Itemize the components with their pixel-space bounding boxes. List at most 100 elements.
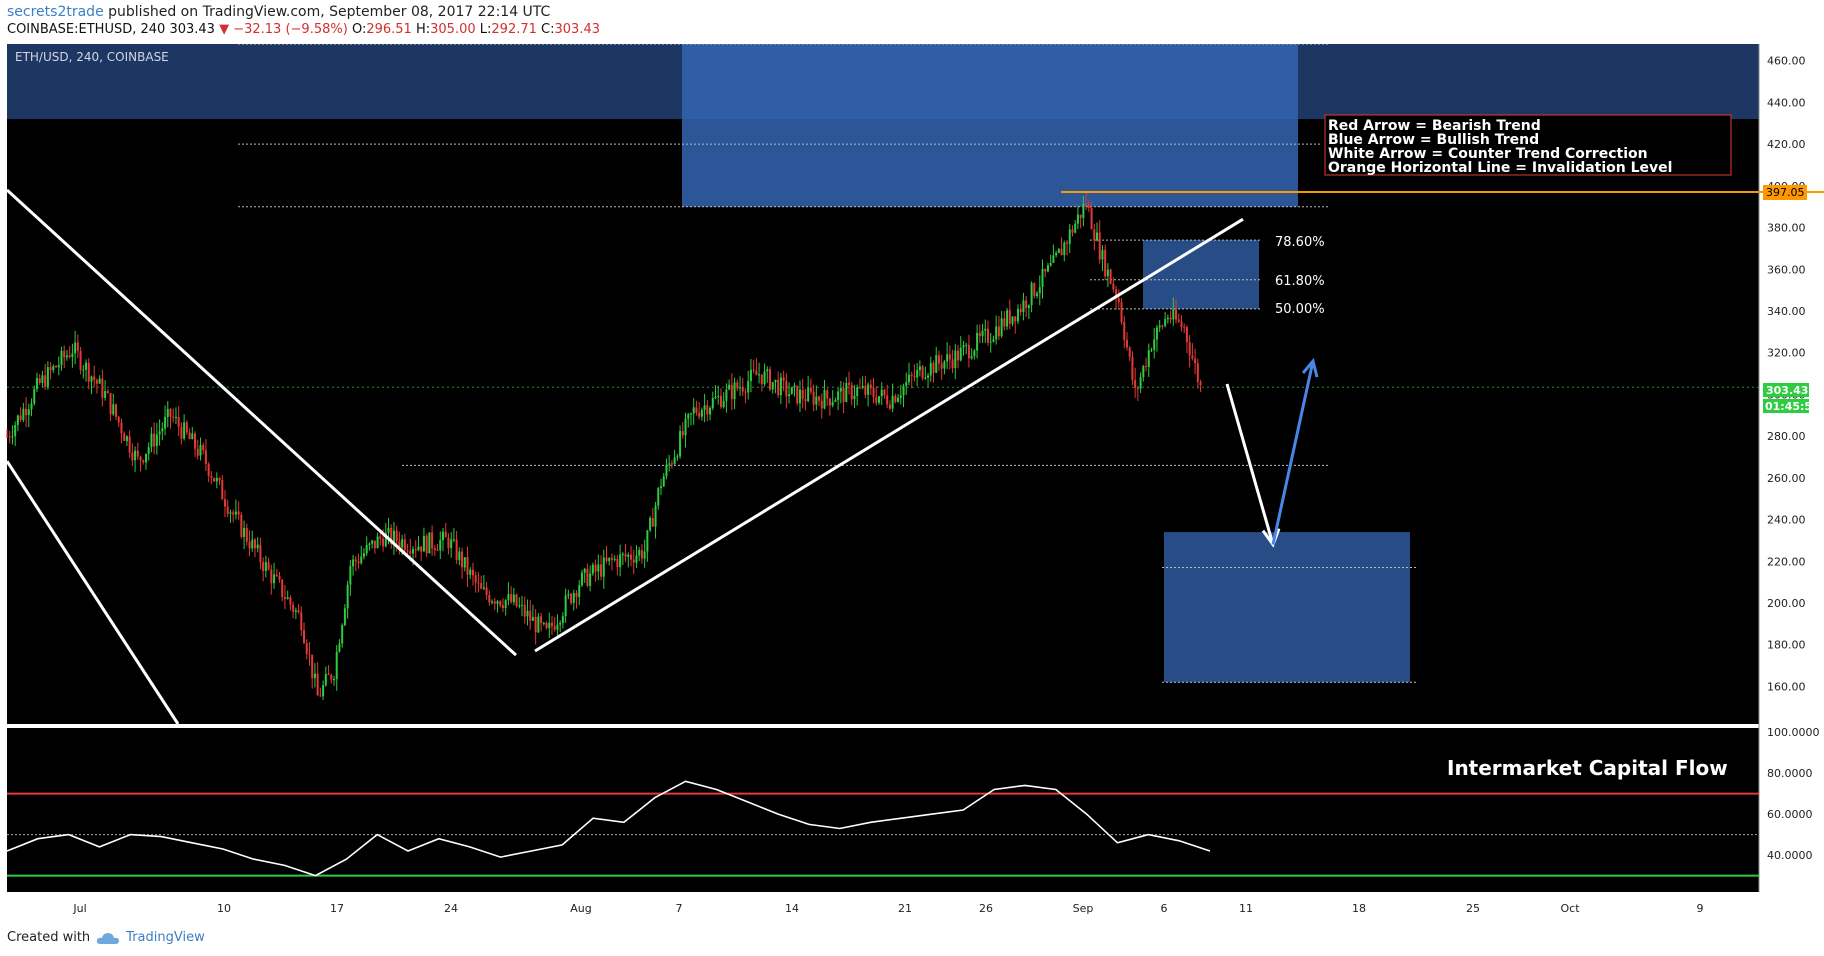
- price-tick-200: 200.00: [1767, 597, 1806, 610]
- candle-body-347: [951, 359, 954, 369]
- candle-body-115: [319, 695, 322, 697]
- candle-body-351: [962, 345, 965, 348]
- candle-body-181: [499, 601, 502, 606]
- candle-body-174: [480, 583, 483, 589]
- candle-body-389: [1066, 242, 1069, 244]
- candle-body-330: [905, 382, 908, 387]
- ohlc-line: COINBASE:ETHUSD, 240 303.43 ▼ −32.13 (−9…: [7, 22, 600, 37]
- candle-body-4: [16, 415, 19, 425]
- candle-body-125: [346, 584, 349, 609]
- tradingview-link[interactable]: TradingView: [126, 930, 205, 945]
- candle-body-185: [510, 594, 513, 603]
- close-label: C:: [541, 22, 555, 37]
- zones-layer: [7, 43, 1759, 683]
- candle-body-430: [1177, 319, 1180, 322]
- candle-body-367: [1006, 310, 1009, 327]
- invalidation-tag: [1763, 185, 1807, 200]
- candle-body-238: [654, 505, 657, 527]
- candle-body-377: [1033, 283, 1036, 297]
- candle-body-344: [943, 361, 946, 369]
- candle-body-171: [471, 569, 474, 576]
- candle-body-269: [739, 387, 742, 389]
- candle-body-208: [572, 592, 575, 604]
- candle-body-425: [1164, 319, 1167, 326]
- candle-body-32: [93, 376, 96, 381]
- candle-body-203: [559, 622, 562, 625]
- candle-body-299: [820, 400, 823, 409]
- zone-fib-retracement: [1143, 240, 1259, 309]
- candle-body-53: [150, 433, 153, 448]
- candle-body-253: [695, 407, 698, 413]
- candle-body-291: [798, 389, 801, 404]
- candle-body-139: [384, 532, 387, 547]
- candle-body-353: [967, 344, 970, 359]
- time-tick-4: Aug: [570, 902, 591, 915]
- candle-body-399: [1093, 229, 1096, 241]
- low-value: 292.71: [491, 22, 537, 37]
- candle-body-179: [493, 601, 496, 604]
- candle-body-215: [591, 564, 594, 574]
- countdown-tag: [1763, 399, 1809, 413]
- candle-body-162: [447, 537, 450, 549]
- candle-body-424: [1161, 325, 1164, 327]
- candle-body-251: [689, 413, 692, 415]
- candle-body-5: [19, 415, 22, 420]
- candle-body-317: [869, 384, 872, 389]
- candle-body-393: [1076, 214, 1079, 224]
- candle-body-59: [166, 408, 169, 417]
- candle-body-193: [531, 616, 534, 621]
- candle-body-423: [1158, 325, 1161, 328]
- candle-body-164: [452, 539, 455, 541]
- candle-body-305: [837, 391, 840, 401]
- candle-body-105: [292, 604, 295, 612]
- candle-body-130: [360, 556, 363, 564]
- candle-body-228: [627, 554, 630, 557]
- candle-body-23: [68, 355, 71, 357]
- candle-body-333: [913, 376, 916, 378]
- candle-body-252: [692, 407, 695, 414]
- candle-body-50: [142, 460, 145, 463]
- candle-body-54: [153, 433, 156, 447]
- candle-body-79: [221, 479, 224, 500]
- candle-body-229: [630, 554, 633, 560]
- candle-body-71: [199, 445, 202, 456]
- chart-area[interactable]: 160.00 180.00 200.00 220.00 240.00 260.00 280.…: [0, 43, 1824, 918]
- candle-body-97: [270, 569, 273, 584]
- candle-body-414: [1134, 380, 1137, 388]
- candle-body-436: [1194, 358, 1197, 364]
- candle-body-101: [281, 579, 284, 598]
- candle-body-302: [828, 398, 831, 406]
- time-axis-ticks: Jul 10 17 24 Aug 7 14 21 26 Sep 6 11 18 25 Oct 9: [72, 902, 1703, 915]
- candle-body-258: [709, 407, 712, 415]
- candle-body-412: [1128, 347, 1131, 357]
- candle-body-365: [1000, 318, 1003, 337]
- candle-body-364: [997, 326, 1000, 337]
- price-axis: 160.00 180.00 200.00 220.00 240.00 260.00 280.…: [1758, 44, 1806, 892]
- candle-body-352: [965, 344, 968, 346]
- candles-layer: [6, 191, 1202, 701]
- price-value: 303.43: [169, 22, 215, 37]
- candle-body-141: [390, 527, 393, 545]
- indicator-pane[interactable]: [7, 728, 1759, 892]
- uptrend-line: [534, 217, 1244, 653]
- open-value: 296.51: [366, 22, 412, 37]
- candle-body-227: [624, 553, 627, 557]
- candle-body-156: [431, 532, 434, 549]
- candle-body-175: [482, 587, 485, 589]
- author-link[interactable]: secrets2trade: [7, 4, 104, 20]
- candle-body-335: [918, 366, 921, 371]
- last-price-tag-text: 303.43: [1766, 384, 1808, 397]
- candle-body-294: [807, 387, 810, 402]
- candle-body-107: [297, 610, 300, 613]
- candle-body-244: [670, 463, 673, 465]
- high-label: H:: [415, 22, 431, 37]
- candle-body-262: [719, 395, 722, 408]
- candle-body-375: [1027, 305, 1030, 308]
- candle-body-210: [578, 585, 581, 597]
- candle-body-205: [564, 595, 567, 617]
- candle-body-235: [646, 530, 649, 552]
- blue-arrow-head: [1301, 357, 1319, 378]
- candle-body-346: [948, 354, 951, 360]
- candle-body-75: [210, 476, 213, 478]
- chart-svg[interactable]: 160.00 180.00 200.00 220.00 240.00 260.00 280.…: [0, 43, 1824, 918]
